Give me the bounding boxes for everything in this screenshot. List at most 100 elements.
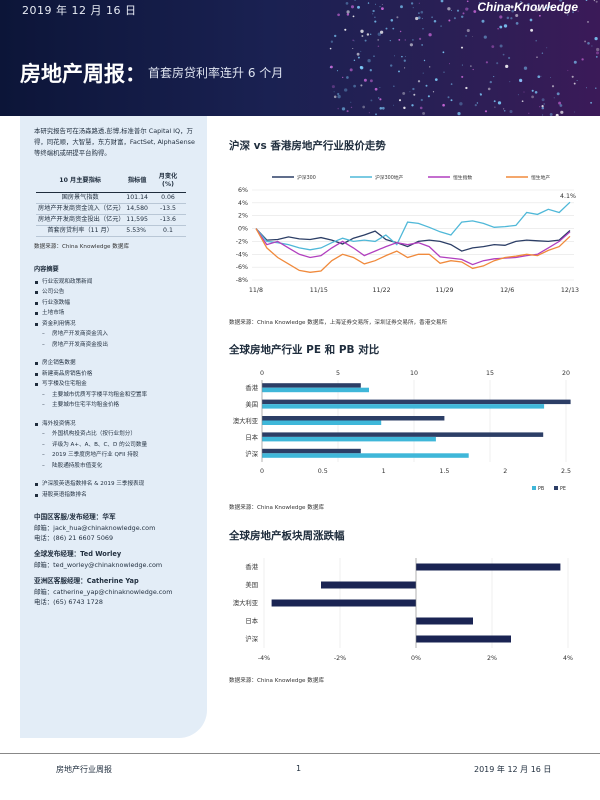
category-label: 澳大利亚 (233, 416, 259, 425)
y-tick-label: -4% (236, 251, 248, 258)
y-tick-label: -6% (236, 264, 248, 271)
category-label: 美国 (245, 580, 258, 589)
category-label: 香港 (245, 562, 258, 571)
x-tick-label: 11/22 (373, 287, 391, 294)
x-tick-label: -2% (334, 655, 346, 662)
contact-block: 中国区客服/发布经理：华军 邮箱：jack_hua@chinaknowledge.… (34, 512, 197, 543)
company-logo: China Knowledge (477, 0, 578, 14)
y-tick-label: -2% (236, 238, 248, 245)
category-label: 日本 (245, 432, 258, 441)
pe-axis-label: 10 (410, 370, 418, 377)
category-label: 香港 (245, 383, 258, 392)
toc-item: 房地产开发商资金流入 (34, 329, 197, 340)
table-cell: 国房景气指数 (36, 192, 125, 204)
intro-text: 本研究报告可在汤森路透,彭博,标准普尔 Capital IQ，万得，同花顺，大智… (34, 127, 195, 158)
contact-block: 亚洲区客服经理：Catherine Yap 邮箱：catherine_yap@ch… (34, 576, 197, 607)
pe-axis-label: 5 (336, 370, 340, 377)
table-cell: 5.53% (124, 225, 150, 237)
pe-axis-label: 20 (562, 370, 570, 377)
page-title: 房地产周报： (20, 62, 146, 86)
pe-bar (262, 383, 361, 388)
y-tick-label: 0% (238, 226, 248, 233)
contact-head: 中国区客服/发布经理：华军 (34, 513, 116, 522)
toc-item: 主要城市住宅平均租金价格 (34, 400, 197, 411)
toc-item: 沪深股英语指数排名 & 2019 三季报表现 (34, 479, 197, 490)
contact-line: 电话：(65) 6743 1728 (34, 598, 103, 607)
footer-divider (0, 753, 600, 754)
footer-date: 2019 年 12 月 16 日 (474, 765, 552, 774)
pb-bar (262, 420, 382, 425)
x-tick-label: 4% (563, 655, 573, 662)
toc-item: 资金利用情况 (34, 319, 197, 330)
pb-axis-label: 2 (503, 468, 507, 475)
pe-axis-label: 15 (486, 370, 494, 377)
y-tick-label: 4% (238, 200, 248, 207)
toc-item: 写字楼及住宅租金 (34, 379, 197, 390)
contact-head: 全球发布经理：Ted Worley (34, 550, 122, 559)
pb-axis-label: 0 (260, 468, 264, 475)
decorative-dots (329, 0, 600, 116)
toc-item: 港股英语指数排名 (34, 490, 197, 501)
change-bar (416, 617, 473, 625)
contact-head: 亚洲区客服经理：Catherine Yap (34, 577, 139, 586)
change-bar (416, 563, 561, 571)
table-cell: 首套房贷利率（11 月） (36, 225, 125, 237)
toc-item: 土地市场 (34, 308, 197, 319)
series-line (255, 201, 571, 251)
pe-bar (262, 399, 571, 405)
x-tick-label: -4% (258, 655, 270, 662)
footer-title: 房地产行业周报 (56, 765, 112, 774)
table-header: 指标值 (124, 169, 150, 193)
table-cell: 14,580 (124, 203, 150, 215)
pb-bar (262, 387, 369, 393)
pb-axis-label: 1 (382, 468, 386, 475)
table-source: 数据来源：China Knowledge 数据库 (34, 243, 130, 250)
page-number: 1 (296, 764, 302, 773)
toc-title: 内容摘要 (34, 265, 59, 273)
series-line (255, 228, 571, 252)
legend-label: 恒生地产 (531, 174, 550, 181)
legend-label: 沪深300 (297, 174, 316, 181)
bar-chart-title: 全球房地产行业 PE 和 PB 对比 (229, 344, 380, 356)
table-cell: 11,595 (124, 214, 150, 226)
x-tick-label: 0% (411, 655, 421, 662)
x-tick-label: 11/15 (310, 287, 328, 294)
table-cell: -13.5 (149, 203, 186, 215)
pe-axis-label: 0 (260, 370, 264, 377)
toc-item: 陆股通持股市值变化 (34, 461, 197, 472)
contact-section: 中国区客服/发布经理：华军 邮箱：jack_hua@chinaknowledge.… (34, 512, 197, 607)
toc-item: 公司公告 (34, 287, 197, 298)
pb-bar (262, 453, 469, 458)
line-chart-title: 沪深 vs 香港房地产行业股价走势 (229, 140, 386, 152)
legend-swatch (554, 486, 558, 490)
legend-label: 沪深300地产 (375, 174, 404, 181)
change-bar (271, 599, 416, 607)
legend-label: PB (538, 486, 544, 492)
pe-bar (262, 416, 445, 421)
table-cell: -13.6 (149, 214, 186, 226)
category-label: 沪深 (245, 449, 258, 458)
line-chart: 沪深300 沪深300地产 恒生指数 恒生地产 6% 4% 2% 0% -2% -4% -6% -8%… (236, 174, 579, 294)
x-tick-label: 12/6 (500, 287, 514, 294)
y-tick-label: 6% (238, 187, 248, 194)
series-line (255, 228, 571, 273)
change-bar (321, 581, 416, 589)
table-row: 首套房贷利率（11 月） 5.53% 0.1 (36, 225, 186, 237)
toc-item: 评级为 A+、A、B、C、D 的公司数量 (34, 440, 197, 451)
sidebar: 本研究报告可在汤森路透,彭博,标准普尔 Capital IQ，万得，同花顺，大智… (20, 116, 207, 738)
legend-label: 恒生指数 (453, 174, 472, 181)
data-label: 4.1% (560, 193, 576, 200)
y-tick-label: -8% (236, 277, 248, 284)
table-cell: 房地产开发商资金流入（亿元） (36, 203, 125, 215)
change-bar (416, 635, 511, 643)
table-cell: 0.1 (149, 225, 186, 237)
toc-item: 房地产开发商资金投出 (34, 340, 197, 351)
line-chart-source: 数据来源：China Knowledge 数据库，上海证券交易所，深圳证券交易所… (229, 320, 448, 326)
toc-item: 海外投资情况 (34, 419, 197, 430)
toc-item: 新建商品房销售价格 (34, 369, 197, 380)
legend-label: PE (560, 486, 566, 492)
table-cell: 房地产开发商资金投出（亿元） (36, 214, 125, 226)
pe-bar (262, 432, 544, 437)
bar-chart-source: 数据来源：China Knowledge 数据库 (229, 505, 325, 511)
category-label: 日本 (245, 616, 258, 625)
